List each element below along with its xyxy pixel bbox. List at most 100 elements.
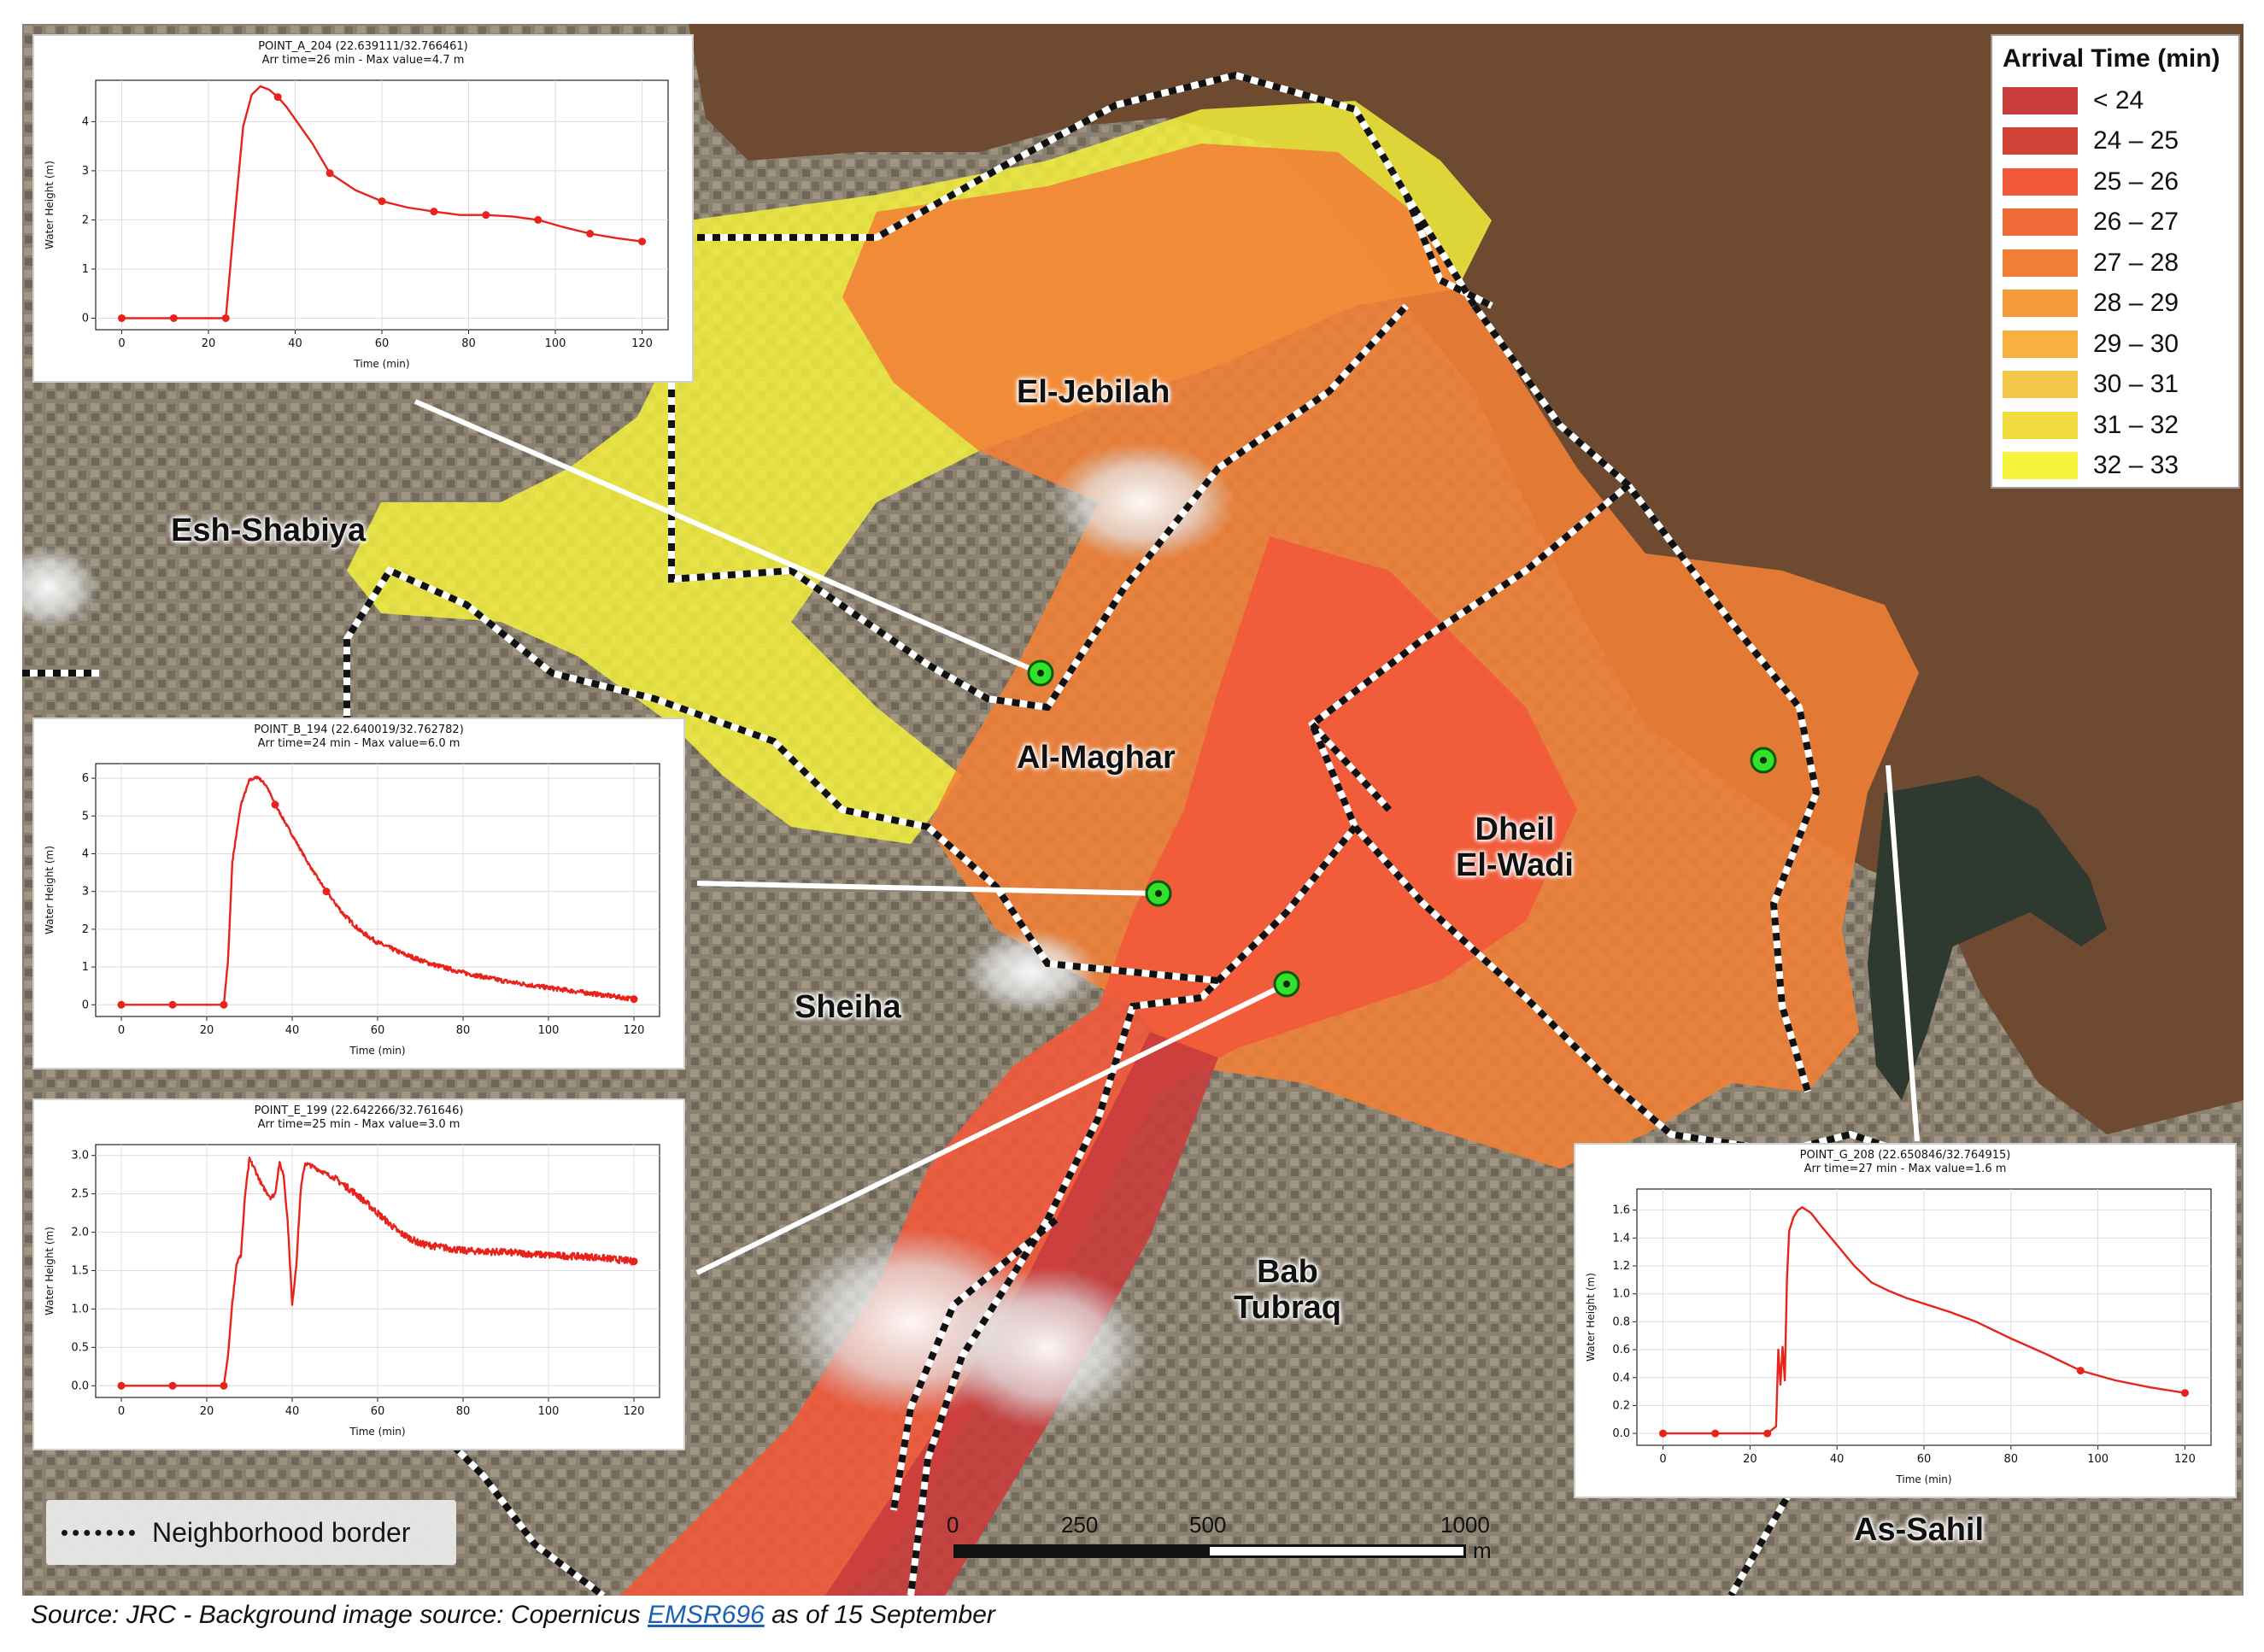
scale-label-1000: 1000 [1440,1512,1490,1538]
x-tick-label: 0 [118,1024,125,1037]
label-sheiha: Sheiha [795,989,901,1025]
data-point [322,888,331,896]
legend-item: 25 – 26 [2003,161,2228,202]
legend-label: 24 – 25 [2093,126,2179,155]
chart-point-e: POINT_E_199 (22.642266/32.761646) Arr tim… [32,1098,685,1450]
chart-subtitle: Arr time=26 min - Max value=4.7 m [262,54,465,67]
label-esh-shabiya: Esh-Shabiya [171,513,367,548]
data-point [630,995,638,1004]
x-tick-label: 0 [118,1405,125,1418]
x-tick-label: 0 [1659,1453,1666,1466]
y-axis-label: Water Height (m) [44,161,56,249]
y-tick-label: 6 [82,772,89,785]
y-tick-label: 1.4 [1612,1232,1630,1245]
scale-bar: 0 250 500 1000 m [941,1512,1505,1572]
legend-item: 24 – 25 [2003,121,2228,162]
data-point [2076,1367,2085,1375]
label-dheil-el-wadi: Dheil El-Wadi [1456,811,1574,883]
x-tick-label: 20 [1743,1453,1757,1466]
cloud [962,929,1099,1015]
chart-subtitle: Arr time=24 min - Max value=6.0 m [258,737,460,750]
x-axis-label: Time (min) [1895,1473,1951,1485]
scale-unit: m [1473,1538,1492,1563]
legend-swatch [2003,452,2078,480]
x-axis-label: Time (min) [349,1426,405,1438]
y-tick-label: 0.0 [71,1380,89,1392]
y-tick-label: 2 [82,214,89,226]
x-tick-label: 80 [2004,1453,2019,1466]
scale-label-0: 0 [947,1512,959,1538]
point-e-marker [1273,970,1300,998]
y-tick-label: 0.8 [1612,1315,1630,1328]
legend-label: 31 – 32 [2093,410,2179,439]
flood-arrival-map [22,24,2243,1596]
data-point [430,208,438,216]
x-axis-label: Time (min) [349,1045,405,1057]
chart-title: POINT_B_194 (22.640019/32.762782) [254,723,464,736]
x-tick-label: 100 [2087,1453,2109,1466]
label-as-sahil: As-Sahil [1854,1512,1985,1548]
chart-point-a: POINT_A_204 (22.639111/32.766461) Arr tim… [32,34,694,383]
harbor [1868,776,2107,1100]
data-point [117,1000,126,1009]
legend-item: < 24 [2003,80,2228,121]
legend-title: Arrival Time (min) [2003,44,2220,73]
x-tick-label: 100 [545,337,566,350]
chart-title: POINT_G_208 (22.650846/32.764915) [1800,1149,2011,1162]
legend-item: 32 – 33 [2003,446,2228,487]
data-point [273,93,282,102]
legend-label: 29 – 30 [2093,329,2179,358]
legend-swatch [2003,127,2078,155]
chart-point-g: POINT_G_208 (22.650846/32.764915) Arr tim… [1574,1143,2237,1498]
legend-swatch [2003,208,2078,237]
y-tick-label: 3 [82,886,89,899]
x-tick-label: 60 [375,337,390,350]
border-legend-symbol [62,1529,135,1536]
legend-label: 32 – 33 [2093,451,2179,480]
point-g-marker [1750,747,1777,774]
source-link[interactable]: EMSR696 [648,1601,765,1629]
y-tick-label: 2.5 [71,1188,89,1201]
data-point [638,237,647,246]
legend-label: < 24 [2093,85,2144,114]
y-tick-label: 0 [82,312,89,325]
data-point [630,1257,638,1266]
x-tick-label: 120 [624,1405,645,1418]
y-tick-label: 2 [82,923,89,936]
y-tick-label: 4 [82,847,89,860]
x-tick-label: 0 [118,337,125,350]
legend-item: 27 – 28 [2003,243,2228,284]
label-bab-tubraq: Bab Tubraq [1234,1254,1341,1326]
x-tick-label: 120 [2174,1453,2196,1466]
legend-item: 31 – 32 [2003,405,2228,446]
x-tick-label: 120 [624,1024,645,1037]
data-point [482,211,490,220]
data-point [220,1000,228,1009]
y-axis-label: Water Height (m) [1585,1273,1597,1362]
border-legend-label: Neighborhood border [152,1516,411,1548]
y-tick-label: 1.2 [1612,1260,1630,1273]
data-point [117,313,126,322]
y-tick-label: 0.0 [1612,1427,1630,1440]
legend-item: 26 – 27 [2003,202,2228,243]
scale-label-250: 250 [1061,1512,1099,1538]
legend-label: 25 – 26 [2093,167,2179,196]
y-tick-label: 1.5 [71,1265,89,1278]
y-tick-label: 1.0 [71,1303,89,1315]
x-tick-label: 80 [456,1405,471,1418]
legend-swatch [2003,86,2078,114]
y-tick-label: 4 [82,115,89,128]
y-tick-label: 0.2 [1612,1399,1630,1412]
x-tick-label: 20 [200,1024,214,1037]
observation-points [1027,659,1777,998]
x-tick-label: 100 [538,1405,560,1418]
y-axis-label: Water Height (m) [44,846,56,934]
legend-label: 27 – 28 [2093,248,2179,277]
chart-point-b: POINT_B_194 (22.640019/32.762782) Arr tim… [32,718,685,1069]
y-tick-label: 2.0 [71,1227,89,1239]
point-a-marker [1027,659,1054,687]
legend-swatch [2003,249,2078,277]
label-al-maghar: Al-Maghar [1017,740,1176,776]
legend-item: 30 – 31 [2003,365,2228,406]
data-point [326,169,334,178]
